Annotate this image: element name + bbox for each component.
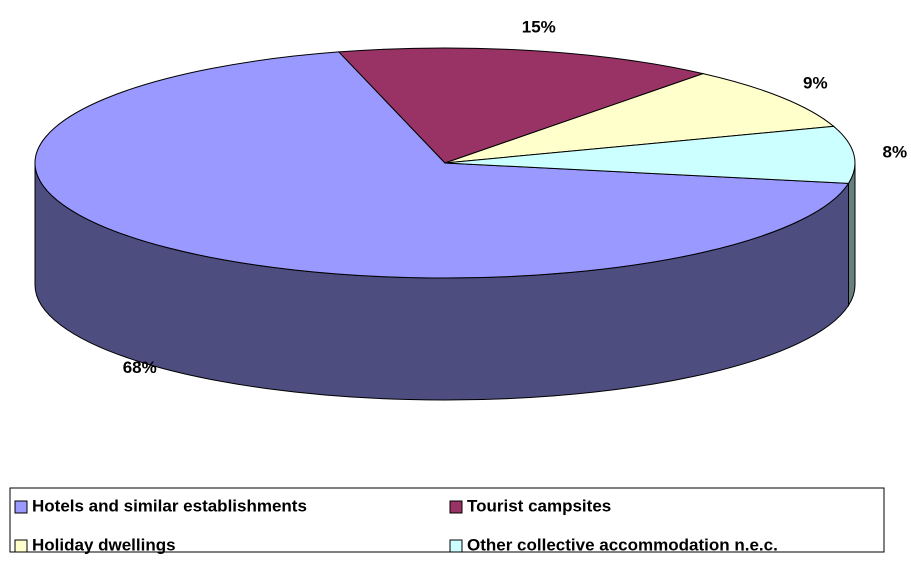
data-label: 15% [522, 18, 556, 37]
legend-label: Holiday dwellings [32, 535, 176, 554]
pie-slice [34, 51, 850, 279]
pie-slice [444, 125, 856, 184]
legend-label: Hotels and similar establishments [32, 496, 307, 515]
pie-side [848, 162, 856, 308]
legend-swatch [14, 539, 28, 553]
data-label: 68% [123, 358, 157, 377]
legend-swatch [449, 539, 463, 553]
legend-box [9, 487, 885, 553]
legend-swatch [449, 500, 463, 514]
data-label: 9% [803, 74, 828, 93]
legend-swatch [14, 500, 28, 514]
data-label: 8% [882, 142, 907, 161]
pie-slice [337, 47, 705, 164]
legend-label: Tourist campsites [467, 496, 611, 515]
pie-slice [444, 73, 835, 164]
legend-label: Other collective accommodation n.e.c. [467, 535, 778, 554]
